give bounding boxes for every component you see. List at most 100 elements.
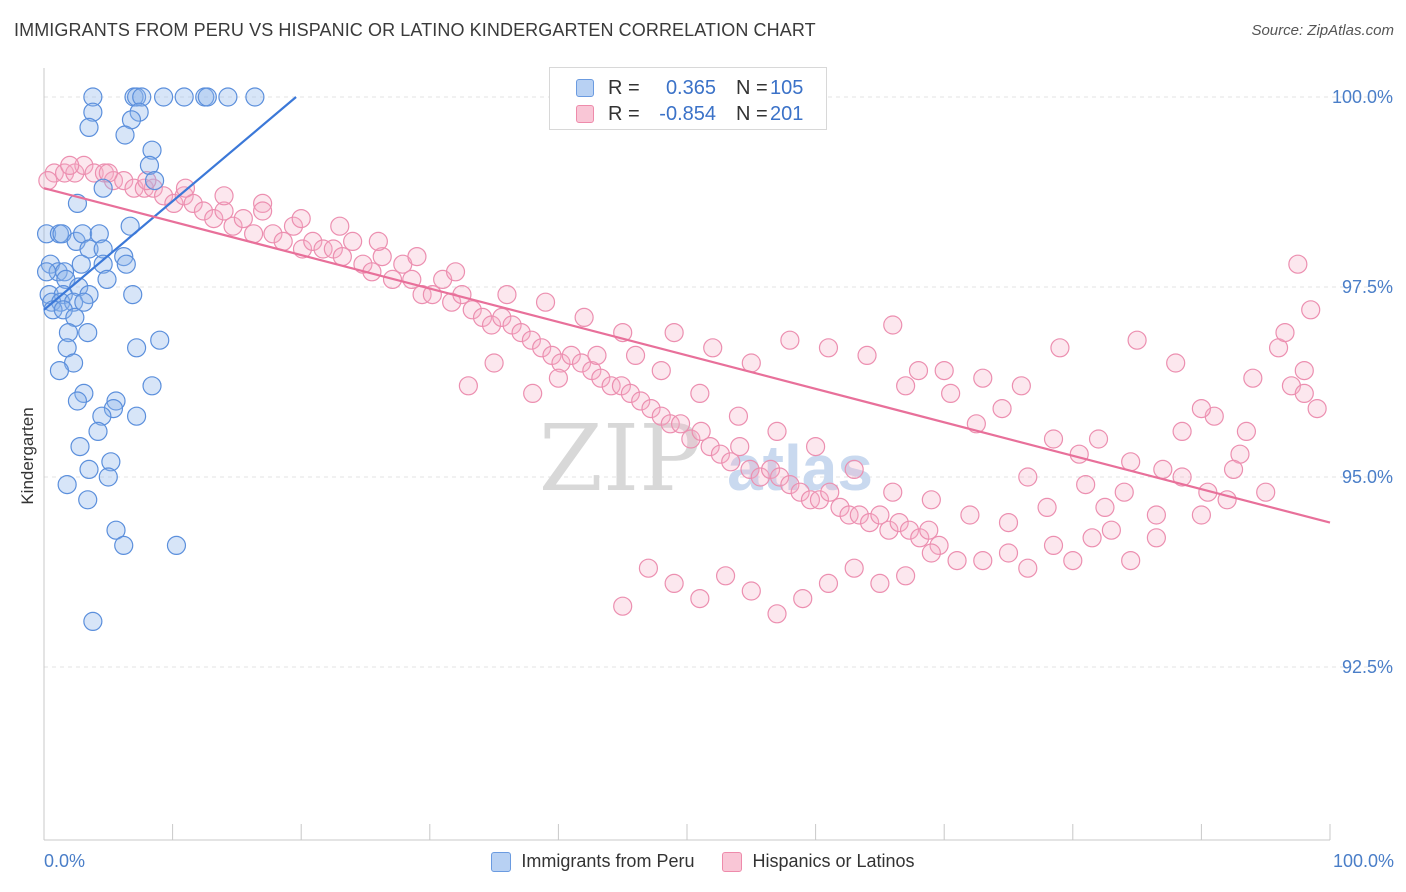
hispanics-point-26: [303, 231, 323, 251]
hispanics-point-190: [1146, 505, 1166, 525]
peru-point-2: [126, 87, 147, 107]
peru-point-62: [103, 399, 124, 419]
hispanics-point-141: [253, 201, 273, 221]
hispanics-point-145: [98, 163, 118, 183]
peru-point-14: [115, 125, 135, 145]
watermark-atlas: atlas: [727, 432, 873, 504]
hispanics-point-180: [883, 315, 903, 335]
hispanics-point-161: [1063, 550, 1083, 571]
peru-point-61: [106, 391, 126, 411]
hispanics-point-66: [700, 437, 720, 457]
hispanics-point-168: [896, 566, 916, 586]
hispanics-point-74: [780, 475, 800, 495]
hispanics-point-97: [703, 338, 723, 358]
peru-point-72: [106, 520, 126, 540]
peru-point-15: [142, 140, 162, 160]
chart-title: IMMIGRANTS FROM PERU VS HISPANIC OR LATI…: [14, 20, 816, 40]
hispanics-point-55: [591, 368, 611, 388]
hispanics-point-185: [1018, 467, 1038, 487]
hispanics-point-126: [844, 459, 864, 479]
series-legend: Immigrants from Peru Hispanics or Latino…: [0, 851, 1406, 872]
hispanics-point-51: [551, 353, 571, 373]
hispanics-point-83: [870, 505, 890, 525]
series-peru-points: [36, 87, 265, 632]
peru-point-65: [88, 421, 108, 441]
hispanics-point-159: [1101, 520, 1121, 540]
peru-point-26: [120, 216, 140, 236]
hispanics-point-121: [1037, 497, 1057, 517]
hispanics-point-84: [879, 520, 899, 540]
hispanics-point-186: [1043, 429, 1064, 449]
hispanics-point-91: [484, 353, 504, 373]
peru-point-53: [150, 330, 170, 350]
hispanics-point-103: [934, 361, 954, 381]
legend-r-value-peru: 0.365: [665, 76, 716, 99]
hispanics-point-122: [998, 512, 1019, 533]
peru-point-49: [53, 300, 73, 320]
legend-r-value-hispanics: -0.854: [659, 102, 716, 125]
hispanics-point-98: [741, 353, 761, 373]
peru-point-34: [93, 254, 113, 274]
x-tick-label-max: 100.0%: [1332, 851, 1394, 871]
hispanics-point-78: [820, 482, 840, 502]
hispanics-point-128: [767, 421, 787, 441]
hispanics-point-148: [1301, 300, 1321, 320]
trend-line-peru: [43, 96, 297, 311]
hispanics-point-156: [1172, 421, 1192, 441]
hispanics-point-63: [670, 414, 691, 434]
hispanics-point-15: [193, 201, 214, 221]
hispanics-point-142: [214, 186, 234, 206]
hispanics-point-3: [74, 155, 94, 175]
peru-point-3: [132, 87, 152, 107]
hispanics-point-19: [233, 209, 253, 229]
peru-point-25: [89, 224, 109, 244]
hispanics-point-181: [908, 361, 929, 381]
peru-point-63: [126, 406, 147, 426]
hispanics-point-102: [896, 376, 916, 396]
hispanics-point-157: [1146, 528, 1166, 548]
peru-point-69: [98, 467, 118, 487]
legend-n-value-hispanics: 201: [770, 102, 804, 125]
hispanics-point-27: [313, 239, 333, 259]
hispanics-point-22: [263, 224, 283, 244]
legend-item-peru: Immigrants from Peru: [491, 851, 694, 872]
hispanics-point-14: [183, 193, 203, 213]
hispanics-point-64: [681, 429, 701, 449]
hispanics-point-133: [574, 307, 594, 327]
hispanics-point-114: [1294, 383, 1314, 403]
hispanics-point-42: [462, 300, 482, 320]
hispanics-point-77: [809, 490, 830, 510]
y-tick-label-1: 97.5%: [1342, 277, 1393, 297]
hispanics-point-144: [137, 171, 157, 191]
hispanics-point-93: [548, 368, 569, 388]
hispanics-point-106: [1050, 338, 1070, 358]
peru-point-58: [142, 376, 162, 396]
peru-point-4: [153, 87, 174, 107]
hispanics-point-17: [214, 201, 234, 221]
legend-n-value-peru: 105: [770, 76, 804, 99]
hispanics-point-4: [84, 163, 104, 183]
hispanics-point-67: [710, 444, 731, 464]
legend-swatch-peru: [576, 79, 594, 97]
hispanics-point-193: [1223, 459, 1244, 479]
hispanics-point-105: [1011, 376, 1031, 396]
peru-point-8: [218, 87, 238, 107]
hispanics-point-147: [38, 171, 58, 191]
legend-swatch-hispanics: [576, 105, 594, 123]
hispanics-point-0: [44, 163, 64, 183]
y-tick-label-3: 92.5%: [1342, 657, 1393, 677]
peru-point-68: [79, 459, 99, 479]
legend-row-hispanics: R = -0.854 N = 201: [576, 102, 803, 126]
peru-point-36: [36, 262, 57, 282]
hispanics-point-124: [921, 490, 941, 510]
hispanics-point-178: [638, 558, 659, 578]
hispanics-point-69: [730, 437, 750, 457]
hispanics-point-109: [1166, 353, 1186, 373]
peru-point-59: [74, 383, 94, 403]
peru-point-33: [71, 254, 91, 274]
peru-point-0: [83, 87, 103, 107]
hispanics-point-169: [870, 573, 890, 594]
series-hispanics-points: [38, 155, 1327, 624]
hispanics-point-85: [889, 512, 909, 533]
